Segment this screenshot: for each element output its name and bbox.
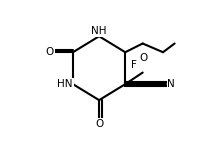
Text: O: O (140, 53, 148, 63)
Text: N: N (167, 79, 175, 89)
Text: F: F (131, 60, 137, 70)
Text: O: O (46, 47, 54, 57)
Text: NH: NH (91, 26, 107, 36)
Text: HN: HN (57, 79, 73, 89)
Text: O: O (95, 119, 103, 129)
